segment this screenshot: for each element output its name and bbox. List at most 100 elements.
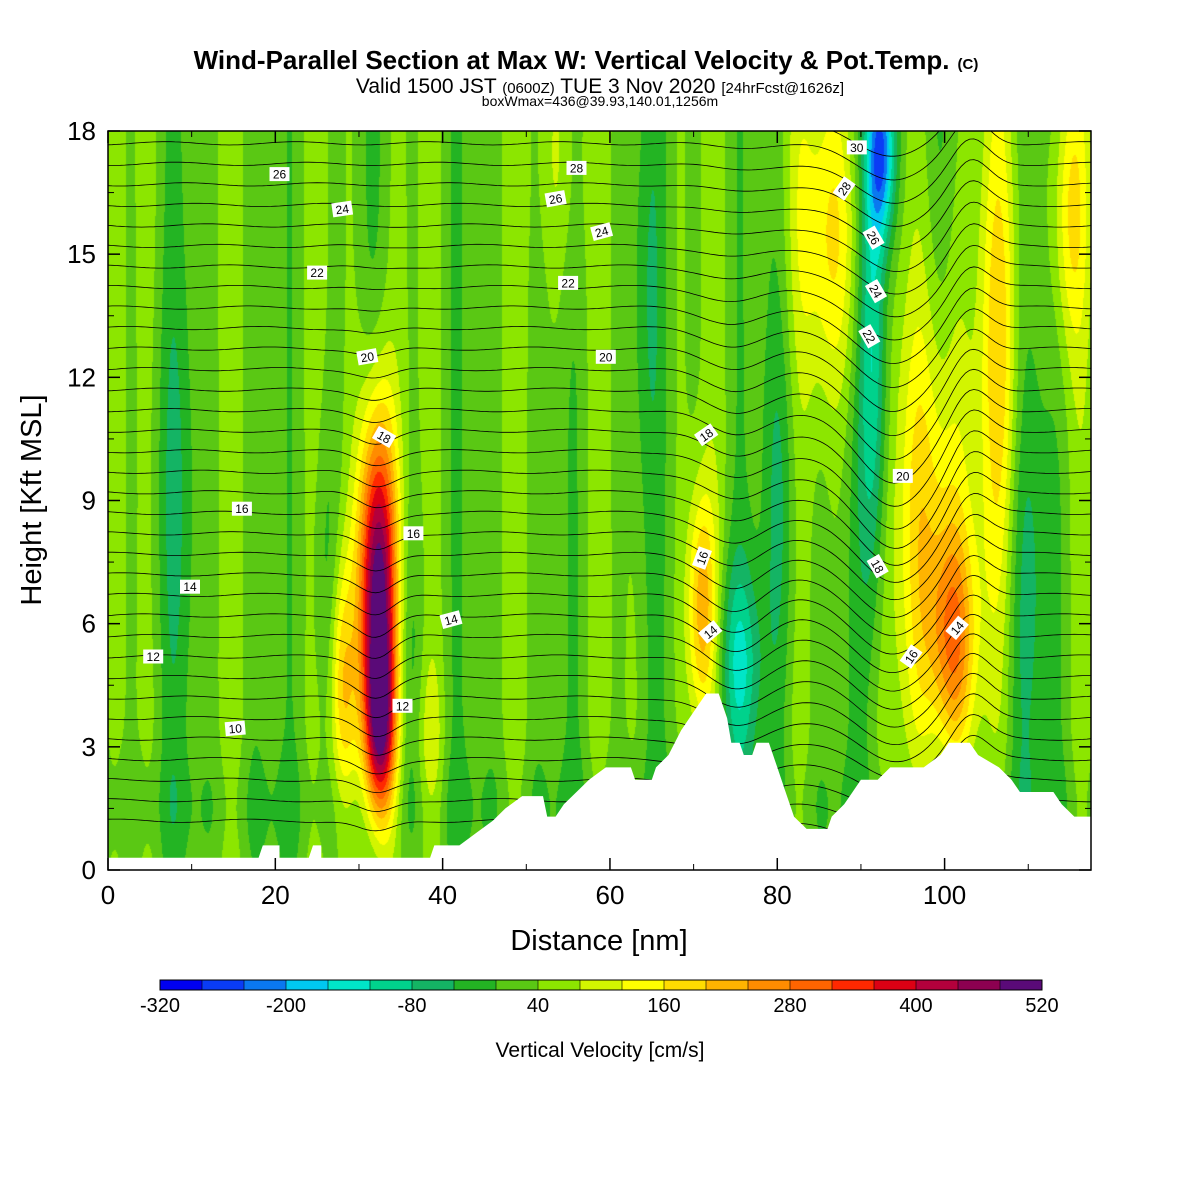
contour-label-text: 30 [850, 141, 864, 155]
isentrope-9 [108, 613, 1091, 692]
isentrope-30 [108, 180, 1091, 250]
contour-label-text: 22 [310, 266, 324, 280]
contour-label-text: 22 [561, 276, 575, 290]
isentrope-29 [108, 201, 1091, 272]
y-tick-label: 15 [67, 239, 96, 269]
contour-label-text: 24 [593, 224, 610, 241]
colorbar-bin-2 [244, 980, 287, 990]
colorbar-bin-17 [874, 980, 917, 990]
colorbar-tick-label: -80 [398, 995, 427, 1017]
colorbar-bin-20 [1000, 980, 1043, 990]
isentrope-6 [108, 672, 1091, 746]
colorbar-tick-label: 400 [899, 995, 932, 1017]
isentrope-8 [108, 633, 1091, 710]
terrain [108, 693, 1091, 870]
y-tick-label: 12 [67, 362, 96, 392]
contour-label-18: 16 [692, 546, 712, 570]
vertical-velocity-field [108, 131, 1091, 870]
isentrope-10 [108, 594, 1091, 673]
isentrope-24 [108, 308, 1091, 388]
contour-label-26: 18 [866, 554, 889, 579]
contour-label-5: 16 [231, 501, 252, 516]
y-tick-label: 6 [82, 609, 96, 639]
colorbar-tick-label: 40 [527, 995, 549, 1017]
contour-label-text: 24 [335, 202, 350, 218]
isentrope-32 [108, 138, 1091, 204]
colorbar-bin-13 [706, 980, 749, 990]
colorbar-bin-9 [538, 980, 581, 990]
isentrope-7 [108, 652, 1091, 728]
contour-label-text: 28 [570, 161, 584, 175]
contour-label-text: 12 [147, 650, 161, 664]
contour-label-text: 26 [273, 168, 287, 182]
colorbar-bin-8 [496, 980, 539, 990]
colorbar-bin-14 [748, 980, 791, 990]
contour-label-text: 24 [866, 282, 885, 301]
contour-label-text: 26 [864, 229, 883, 248]
colorbar-bin-3 [286, 980, 329, 990]
colorbar-tick-label: -200 [266, 995, 306, 1017]
isentrope-18 [108, 430, 1091, 530]
isentrope-22 [108, 348, 1091, 437]
x-tick-label: 40 [428, 880, 457, 910]
x-tick-label: 0 [101, 880, 115, 910]
colorbar-bin-15 [790, 980, 833, 990]
x-tick-label: 60 [595, 880, 624, 910]
colorbar-bin-0 [160, 980, 203, 990]
contour-label-6: 16 [403, 526, 424, 541]
contour-label-24: 22 [858, 324, 881, 349]
contour-label-7: 14 [180, 579, 200, 594]
contour-label-3: 20 [356, 348, 379, 366]
colorbar-bin-5 [370, 980, 413, 990]
contour-label-text: 20 [896, 469, 910, 483]
colorbar-tick-label: 280 [773, 995, 806, 1017]
colorbar-bin-11 [622, 980, 665, 990]
contour-label-1: 24 [331, 200, 354, 218]
chart-subtitle: Valid 1500 JST (0600Z) TUE 3 Nov 2020 [2… [356, 75, 844, 98]
contour-label-15: 22 [558, 275, 579, 290]
isentrope-21 [108, 368, 1091, 460]
contour-label-19: 14 [698, 620, 723, 644]
y-axis-label: Height [Kft MSL] [16, 394, 48, 605]
isentrope-15 [108, 493, 1091, 583]
contour-label-text: 20 [360, 349, 376, 365]
contour-label-text: 12 [396, 699, 410, 713]
isentrope-33 [108, 131, 1091, 181]
contour-label-23: 24 [864, 278, 888, 304]
contour-label-text: 18 [375, 428, 394, 447]
isentrope-11 [108, 574, 1091, 655]
colorbar-tick-label: 160 [647, 995, 680, 1017]
isentrope-28 [108, 223, 1091, 295]
contour-label-text: 20 [599, 350, 613, 364]
chart-title: Wind-Parallel Section at Max W: Vertical… [194, 45, 979, 75]
y-tick-label: 9 [82, 486, 96, 516]
plot-area: 26 24 22 20 18 16 16 14 14 12 12 10 28 26 24 22 20 18 16 14… [108, 131, 1091, 870]
contour-label-25: 20 [892, 468, 913, 483]
contour-label-4: 18 [371, 425, 397, 448]
isentrope-14 [108, 513, 1091, 601]
colorbar-tick-label: -320 [140, 995, 180, 1017]
x-axis: 0 20 40 60 80 100 [101, 131, 1029, 910]
colorbar-ticks: -320 -200 -80 40 160 280 400 520 [140, 995, 1059, 1017]
colorbar-bin-10 [580, 980, 623, 990]
y-tick-label: 3 [82, 732, 96, 762]
contour-label-text: 16 [407, 527, 421, 541]
contour-label-text: 16 [235, 502, 249, 516]
contour-label-22: 26 [862, 225, 885, 250]
contour-label-27: 16 [899, 644, 923, 669]
isentrope-31 [108, 159, 1091, 227]
colorbar-bin-18 [916, 980, 959, 990]
colorbar-bin-16 [832, 980, 875, 990]
colorbar [159, 979, 1043, 991]
contour-label-13: 26 [544, 190, 567, 208]
contour-label-9: 12 [143, 649, 164, 664]
contour-label-10: 12 [392, 698, 413, 713]
contour-label-text: 14 [183, 580, 197, 594]
colorbar-frame [159, 979, 1043, 991]
contour-label-17: 18 [693, 423, 719, 447]
contour-labels: 26 24 22 20 18 16 16 14 14 12 12 10 28 26 24 22 20 18 16 14… [143, 140, 969, 736]
isentrope-34 [832, 131, 940, 157]
contour-label-14: 24 [590, 222, 614, 241]
contour-label-text: 26 [548, 191, 564, 207]
